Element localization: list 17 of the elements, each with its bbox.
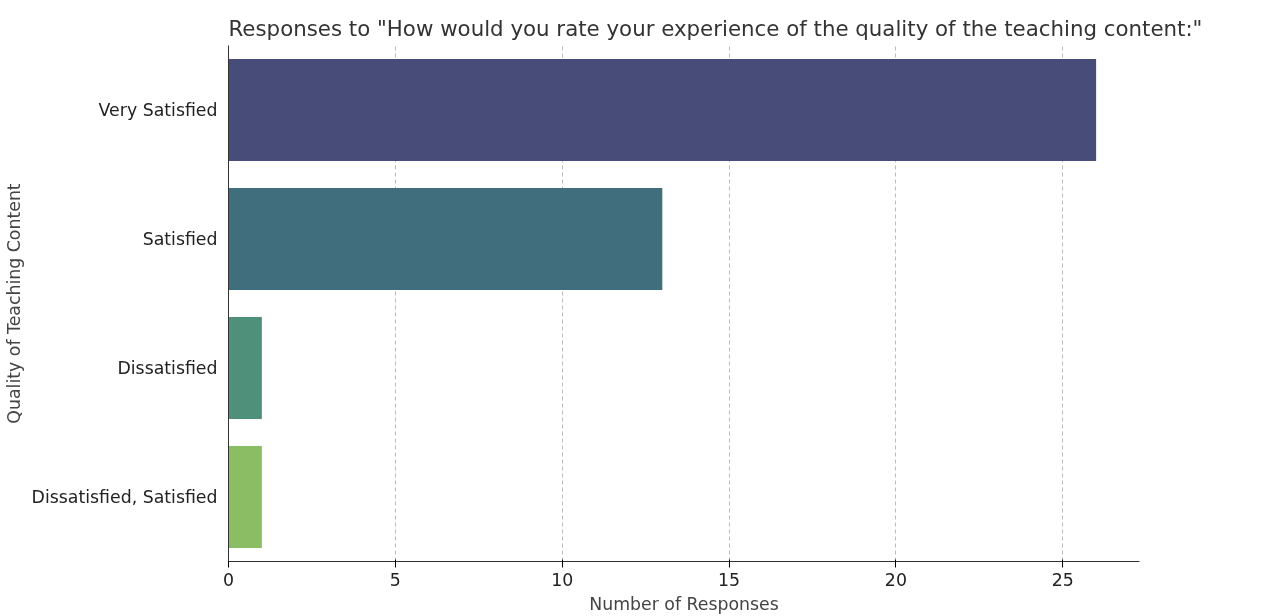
y-axis-title: Quality of Teaching Content [3, 183, 24, 424]
x-tick-label: 20 [884, 569, 907, 590]
y-tick-label: Dissatisfied, Satisfied [31, 487, 218, 507]
x-tick-label: 5 [389, 569, 401, 590]
x-tick-label: 15 [718, 569, 741, 590]
x-tick-label: 0 [222, 569, 235, 590]
x-tick-label: 25 [1051, 569, 1074, 590]
bar [228, 188, 663, 290]
bar [228, 317, 262, 419]
bar [228, 446, 262, 548]
y-tick-label: Satisfied [142, 229, 218, 249]
y-tick-label: Dissatisfied [117, 358, 218, 378]
y-tick-label: Very Satisfied [98, 100, 218, 120]
x-tick-label: 10 [551, 569, 574, 590]
x-axis-title: Number of Responses [589, 593, 779, 614]
chart-title: Responses to "How would you rate your experience of the quality of the teaching content:" [228, 15, 1203, 41]
bar [228, 59, 1097, 161]
